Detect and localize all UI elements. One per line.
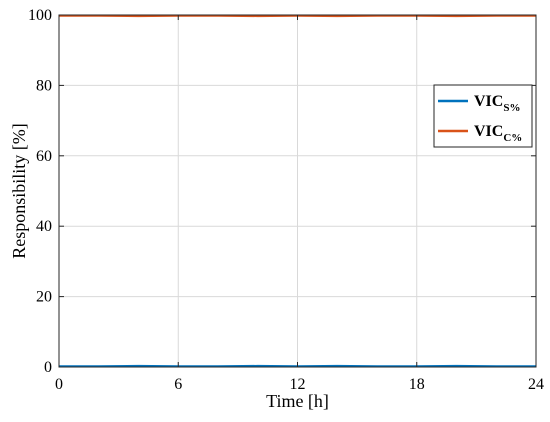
legend-label: VICS% (474, 93, 520, 114)
y-axis-label: Responsibility [%] (9, 123, 29, 259)
y-tick-label: 60 (36, 148, 52, 165)
y-tick-label: 80 (36, 77, 52, 94)
y-tick-label: 40 (36, 218, 52, 235)
grid-lines (59, 15, 536, 367)
y-axis-ticks: 0 20 40 60 80 100 (28, 7, 536, 376)
x-tick-label: 6 (174, 376, 182, 393)
x-tick-label: 12 (290, 376, 306, 393)
legend-box (433, 84, 533, 148)
y-tick-label: 20 (36, 289, 52, 306)
legend-label-subscript: S% (503, 102, 520, 114)
x-tick-label: 24 (528, 376, 544, 393)
y-tick-label: 0 (44, 359, 52, 376)
legend-label-main: VIC (474, 123, 503, 140)
x-axis-label: Time [h] (266, 391, 329, 411)
y-tick-label: 100 (28, 7, 52, 24)
x-axis-ticks: 0 6 12 18 24 (55, 15, 544, 393)
legend-label-subscript: C% (503, 132, 522, 144)
legend-label-main: VIC (474, 93, 503, 110)
legend-label: VICC% (474, 123, 522, 144)
x-tick-label: 18 (409, 376, 425, 393)
x-tick-label: 0 (55, 376, 63, 393)
legend: VICS%VICC% (433, 84, 533, 148)
